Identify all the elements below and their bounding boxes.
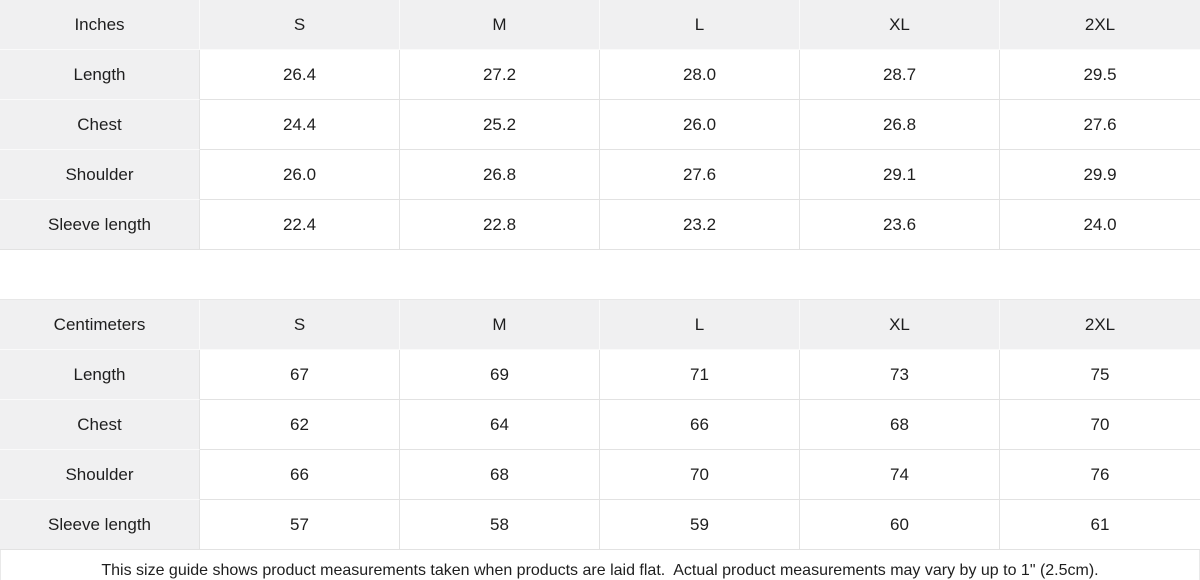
table-row: Chest 24.4 25.2 26.0 26.8 27.6 [0,100,1200,150]
size-header-xl: XL [800,300,1000,350]
table-row: Sleeve length 22.4 22.8 23.2 23.6 24.0 [0,200,1200,250]
size-header-m: M [400,0,600,50]
measurement-cell: 66 [200,450,400,500]
measurement-cell: 24.0 [1000,200,1200,250]
size-header-m: M [400,300,600,350]
table-row: Chest 62 64 66 68 70 [0,400,1200,450]
measurement-cell: 26.0 [200,150,400,200]
measurement-cell: 70 [1000,400,1200,450]
row-label-cell: Sleeve length [0,200,200,250]
size-header-l: L [600,300,800,350]
measurement-cell: 67 [200,350,400,400]
measurement-cell: 23.2 [600,200,800,250]
measurement-cell: 76 [1000,450,1200,500]
measurement-cell: 61 [1000,500,1200,550]
measurement-cell: 28.0 [600,50,800,100]
measurement-cell: 28.7 [800,50,1000,100]
row-label-cell: Chest [0,100,200,150]
measurement-cell: 58 [400,500,600,550]
measurement-cell: 68 [800,400,1000,450]
measurement-cell: 26.8 [800,100,1000,150]
measurement-cell: 27.6 [1000,100,1200,150]
measurement-cell: 23.6 [800,200,1000,250]
table-row: Length 67 69 71 73 75 [0,350,1200,400]
spacer-cell [0,250,1200,300]
size-guide-table: Inches S M L XL 2XL Length 26.4 27.2 28.… [0,0,1200,550]
table-row: Shoulder 26.0 26.8 27.6 29.1 29.9 [0,150,1200,200]
measurement-cell: 22.8 [400,200,600,250]
inches-header-row: Inches S M L XL 2XL [0,0,1200,50]
measurement-cell: 62 [200,400,400,450]
size-header-l: L [600,0,800,50]
size-header-xl: XL [800,0,1000,50]
measurement-cell: 57 [200,500,400,550]
unit-header-centimeters: Centimeters [0,300,200,350]
measurement-cell: 29.1 [800,150,1000,200]
measurement-cell: 24.4 [200,100,400,150]
measurement-cell: 26.8 [400,150,600,200]
table-row: Shoulder 66 68 70 74 76 [0,450,1200,500]
size-guide-footnote: This size guide shows product measuremen… [0,550,1200,580]
measurement-cell: 64 [400,400,600,450]
row-label-cell: Shoulder [0,150,200,200]
row-label-cell: Shoulder [0,450,200,500]
measurement-cell: 22.4 [200,200,400,250]
measurement-cell: 25.2 [400,100,600,150]
table-row: Length 26.4 27.2 28.0 28.7 29.5 [0,50,1200,100]
measurement-cell: 26.4 [200,50,400,100]
spacer-row [0,250,1200,300]
row-label-cell: Sleeve length [0,500,200,550]
measurement-cell: 71 [600,350,800,400]
row-label-cell: Chest [0,400,200,450]
measurement-cell: 68 [400,450,600,500]
measurement-cell: 60 [800,500,1000,550]
measurement-cell: 75 [1000,350,1200,400]
measurement-cell: 69 [400,350,600,400]
measurement-cell: 70 [600,450,800,500]
measurement-cell: 29.5 [1000,50,1200,100]
measurement-cell: 74 [800,450,1000,500]
measurement-cell: 27.2 [400,50,600,100]
size-header-s: S [200,0,400,50]
measurement-cell: 66 [600,400,800,450]
row-label-cell: Length [0,50,200,100]
measurement-cell: 59 [600,500,800,550]
measurement-cell: 26.0 [600,100,800,150]
measurement-cell: 73 [800,350,1000,400]
unit-header-inches: Inches [0,0,200,50]
table-row: Sleeve length 57 58 59 60 61 [0,500,1200,550]
centimeters-header-row: Centimeters S M L XL 2XL [0,300,1200,350]
measurement-cell: 29.9 [1000,150,1200,200]
size-header-2xl: 2XL [1000,300,1200,350]
measurement-cell: 27.6 [600,150,800,200]
row-label-cell: Length [0,350,200,400]
size-header-s: S [200,300,400,350]
size-header-2xl: 2XL [1000,0,1200,50]
